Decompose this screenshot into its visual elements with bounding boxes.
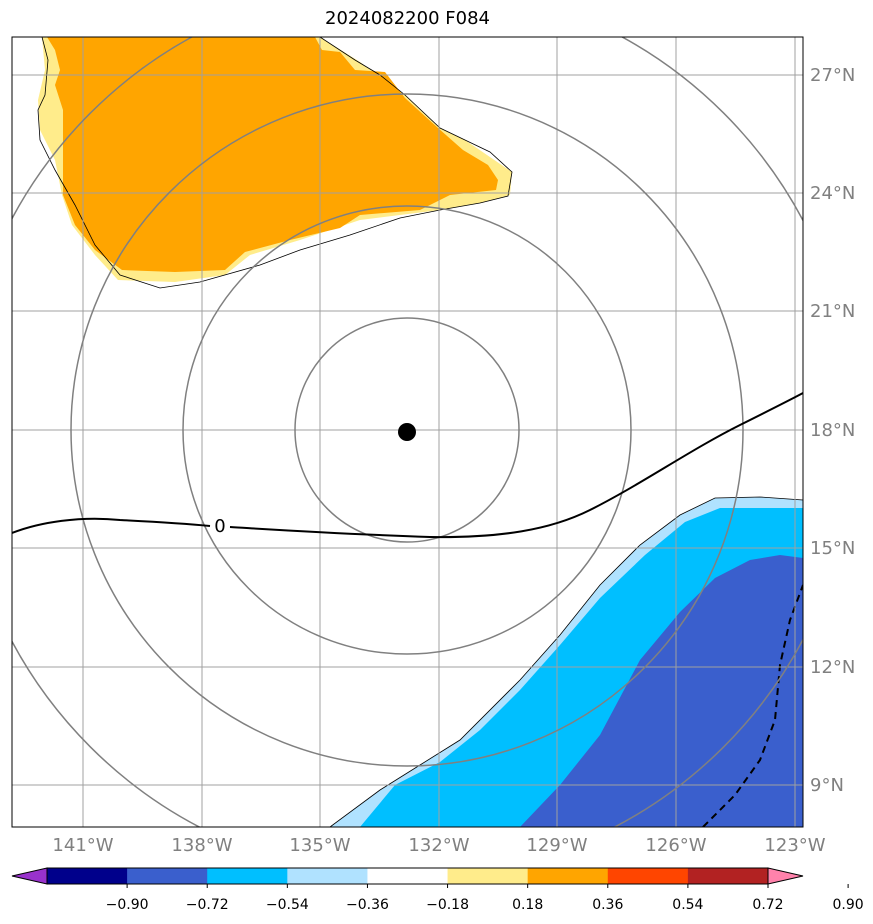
colorbar-segment: [607, 868, 689, 884]
colorbar-extend-high: [767, 867, 804, 885]
zero-contour: [12, 392, 803, 539]
lat-tick-label: 21°N: [810, 301, 855, 322]
colorbar-segment: [687, 868, 769, 884]
colorbar-segment: [367, 868, 449, 884]
colorbar-label: 0.54: [672, 897, 703, 913]
lat-tick-label: 9°N: [810, 775, 844, 796]
colorbar-segment: [207, 868, 288, 884]
lat-tick-labels: 27°N 24°N 21°N 18°N 15°N 12°N 9°N: [810, 65, 855, 796]
negative-anomaly-strong: [520, 555, 803, 827]
colorbar-label: 0.72: [752, 897, 783, 913]
colorbar: −0.90 −0.72 −0.54 −0.36 −0.18 0.18 0.36 0.54 0.7…: [11, 867, 864, 913]
colorbar-segment: [447, 868, 529, 884]
lon-tick-label: 126°W: [645, 835, 706, 856]
lon-tick-labels: 141°W 138°W 135°W 132°W 129°W 126°W 123°…: [52, 835, 825, 856]
colorbar-segment: [47, 868, 128, 884]
graticule: [12, 37, 803, 827]
colorbar-ticks: −0.90 −0.72 −0.54 −0.36 −0.18 0.18 0.36 0.54 0.7…: [106, 884, 864, 913]
range-rings: [12, 37, 803, 827]
colorbar-label: −0.36: [346, 897, 389, 913]
colorbar-segment: [527, 868, 609, 884]
colorbar-frame: [46, 867, 769, 885]
positive-anomaly-boundary: [37, 37, 513, 289]
lon-tick-label: 123°W: [764, 835, 825, 856]
lon-tick-label: 135°W: [289, 835, 350, 856]
plot-border: [11, 36, 804, 828]
colorbar-label: 0.18: [512, 897, 543, 913]
negative-contour-dashed: [702, 584, 803, 827]
colorbar-segment: [287, 868, 368, 884]
colorbar-label: 0.36: [592, 897, 623, 913]
lat-tick-label: 27°N: [810, 65, 855, 86]
lon-tick-label: 129°W: [526, 835, 587, 856]
lat-tick-label: 12°N: [810, 657, 855, 678]
storm-center-marker: [398, 423, 416, 441]
lat-tick-label: 15°N: [810, 538, 855, 559]
map-title: 2024082200 F084: [325, 8, 490, 29]
colorbar-segment: [127, 868, 208, 884]
lon-tick-label: 138°W: [171, 835, 232, 856]
colorbar-label: −0.72: [186, 897, 229, 913]
lat-tick-label: 18°N: [810, 420, 855, 441]
positive-anomaly-inner: [47, 37, 498, 272]
colorbar-label: 0.90: [833, 897, 864, 913]
negative-anomaly-boundary: [329, 496, 803, 827]
contour-label: 0: [214, 516, 225, 537]
colorbar-label: −0.18: [426, 897, 469, 913]
colorbar-label: −0.54: [266, 897, 309, 913]
colorbar-segments: [47, 868, 769, 884]
colorbar-extend-low: [11, 867, 48, 885]
lon-tick-label: 141°W: [52, 835, 113, 856]
lat-tick-label: 24°N: [810, 183, 855, 204]
lon-tick-label: 132°W: [408, 835, 469, 856]
colorbar-label: −0.90: [106, 897, 149, 913]
